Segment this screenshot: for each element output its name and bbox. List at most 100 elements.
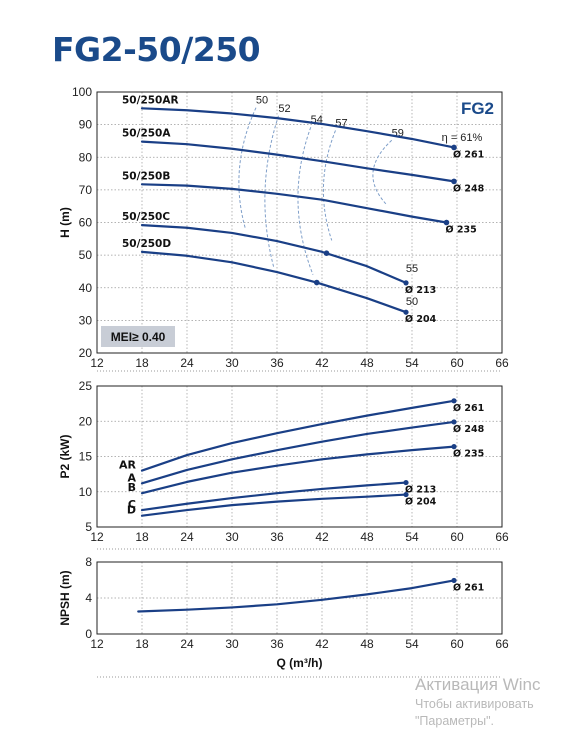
windows-activation-watermark: Активация Winc Чтобы активировать "Парам… bbox=[415, 674, 540, 730]
series-end-point bbox=[451, 577, 457, 584]
x-tick-label: 42 bbox=[315, 637, 329, 651]
watermark-line-1: Активация Winc bbox=[415, 675, 541, 694]
y-tick-label: 25 bbox=[79, 379, 93, 393]
operating-point-marker bbox=[451, 144, 457, 151]
efficiency-eta-label: η = 61% bbox=[442, 132, 483, 144]
series-end-point bbox=[403, 491, 409, 498]
x-tick-label: 54 bbox=[405, 530, 419, 544]
diameter-label: Ø 248 bbox=[453, 183, 485, 194]
y-tick-label: 40 bbox=[79, 281, 93, 295]
x-tick-label: 18 bbox=[135, 530, 149, 544]
series-name-label: 50/250A bbox=[122, 128, 171, 140]
series-end-point bbox=[403, 309, 409, 315]
series-line-50-250d bbox=[140, 250, 408, 314]
x-axis-label: Q (m³/h) bbox=[277, 656, 323, 670]
series-name-label: C bbox=[128, 498, 136, 511]
x-tick-label: 12 bbox=[90, 356, 104, 370]
diameter-label: Ø 261 bbox=[453, 582, 484, 593]
series-line-c bbox=[140, 481, 408, 512]
x-tick-label: 12 bbox=[90, 530, 104, 544]
y-tick-label: 20 bbox=[79, 346, 93, 360]
series-end-point bbox=[451, 444, 457, 450]
efficiency-side-label: 55 bbox=[406, 263, 418, 275]
x-tick-label: 24 bbox=[180, 637, 194, 651]
diameter-label: Ø 248 bbox=[453, 424, 485, 435]
x-tick-label: 66 bbox=[495, 530, 509, 544]
y-tick-label: 70 bbox=[79, 183, 93, 197]
watermark-line-2: Чтобы активировать bbox=[415, 697, 534, 711]
x-tick-label: 18 bbox=[135, 356, 149, 370]
series-name-label: 50/250C bbox=[122, 211, 170, 223]
plot-frame bbox=[96, 561, 503, 635]
series-name-label: A bbox=[127, 471, 136, 484]
series-line-50-250b bbox=[140, 183, 448, 224]
y-tick-label: 30 bbox=[79, 313, 93, 327]
x-tick-label: 48 bbox=[360, 637, 374, 651]
diameter-label: Ø 204 bbox=[405, 497, 437, 508]
diameter-label: Ø 204 bbox=[405, 314, 437, 325]
series-line-50-250ar bbox=[140, 107, 456, 149]
x-tick-label: 42 bbox=[315, 530, 329, 544]
series-line-50-250c bbox=[140, 224, 408, 284]
head-chart: 12 18 24 30 36 42 48 54 60 66 20 30 40 50 60 70 80 90 100 H… bbox=[58, 85, 509, 370]
series-end-point bbox=[403, 479, 409, 486]
series-name-label: AR bbox=[119, 459, 137, 472]
operating-point-marker bbox=[443, 219, 450, 226]
efficiency-line-50 bbox=[238, 107, 257, 230]
y-tick-label: 50 bbox=[79, 248, 93, 262]
diameter-label: Ø 235 bbox=[446, 225, 477, 236]
mei-badge-label: MEI≥ 0.40 bbox=[111, 330, 166, 344]
mei-badge-bg bbox=[101, 326, 175, 347]
series-line-d bbox=[140, 493, 408, 517]
series-name-label: 50/250D bbox=[122, 238, 171, 250]
series-line-b bbox=[140, 445, 456, 495]
power-chart: 12 18 24 30 36 42 48 54 60 66 5 10 15 20 25 P2 (kW) Ø 26… bbox=[58, 379, 509, 544]
y-axis-label: NPSH (m) bbox=[58, 570, 72, 625]
x-tick-label: 18 bbox=[135, 637, 149, 651]
y-tick-label: 20 bbox=[79, 414, 93, 428]
efficiency-side-label: 50 bbox=[406, 296, 418, 308]
x-tick-label: 60 bbox=[450, 637, 464, 651]
y-tick-label: 80 bbox=[79, 150, 93, 164]
diameter-label: Ø 213 bbox=[405, 285, 436, 296]
x-tick-label: 30 bbox=[225, 530, 239, 544]
efficiency-line-54 bbox=[297, 127, 314, 275]
efficiency-label: 52 bbox=[278, 103, 290, 115]
x-tick-label: 30 bbox=[225, 356, 239, 370]
y-tick-label: 5 bbox=[85, 520, 92, 534]
page-title: FG2-50/250 bbox=[52, 30, 261, 69]
diameter-label: Ø 235 bbox=[453, 449, 484, 460]
series-end-point bbox=[451, 398, 457, 404]
y-tick-label: 0 bbox=[85, 627, 92, 641]
x-tick-label: 36 bbox=[270, 356, 284, 370]
operating-point-marker bbox=[323, 250, 330, 256]
efficiency-line-57 bbox=[322, 130, 336, 241]
x-tick-label: 36 bbox=[270, 637, 284, 651]
x-tick-label: 12 bbox=[90, 637, 104, 651]
x-tick-label: 60 bbox=[450, 356, 464, 370]
x-tick-label: 48 bbox=[360, 530, 374, 544]
series-line-ar bbox=[140, 399, 456, 472]
y-tick-label: 100 bbox=[72, 85, 92, 99]
x-tick-label: 30 bbox=[225, 637, 239, 651]
y-tick-label: 90 bbox=[79, 118, 93, 132]
y-tick-label: 8 bbox=[85, 555, 92, 569]
series-line-npsh bbox=[137, 579, 456, 613]
plot-frame bbox=[96, 385, 503, 528]
diameter-label: Ø 261 bbox=[453, 403, 484, 414]
series-name-label: B bbox=[128, 481, 136, 494]
y-tick-label: 60 bbox=[79, 216, 93, 230]
series-name-label: 50/250B bbox=[122, 170, 170, 182]
x-tick-label: 42 bbox=[315, 356, 329, 370]
series-end-point bbox=[451, 419, 457, 425]
y-tick-label: 15 bbox=[79, 450, 93, 464]
x-tick-label: 54 bbox=[405, 637, 419, 651]
y-axis-label: H (m) bbox=[58, 207, 72, 238]
x-tick-label: 60 bbox=[450, 530, 464, 544]
x-tick-label: 24 bbox=[180, 356, 194, 370]
efficiency-label: 50 bbox=[256, 95, 268, 107]
x-tick-label: 54 bbox=[405, 356, 419, 370]
x-tick-label: 24 bbox=[180, 530, 194, 544]
series-line-a bbox=[140, 420, 456, 485]
